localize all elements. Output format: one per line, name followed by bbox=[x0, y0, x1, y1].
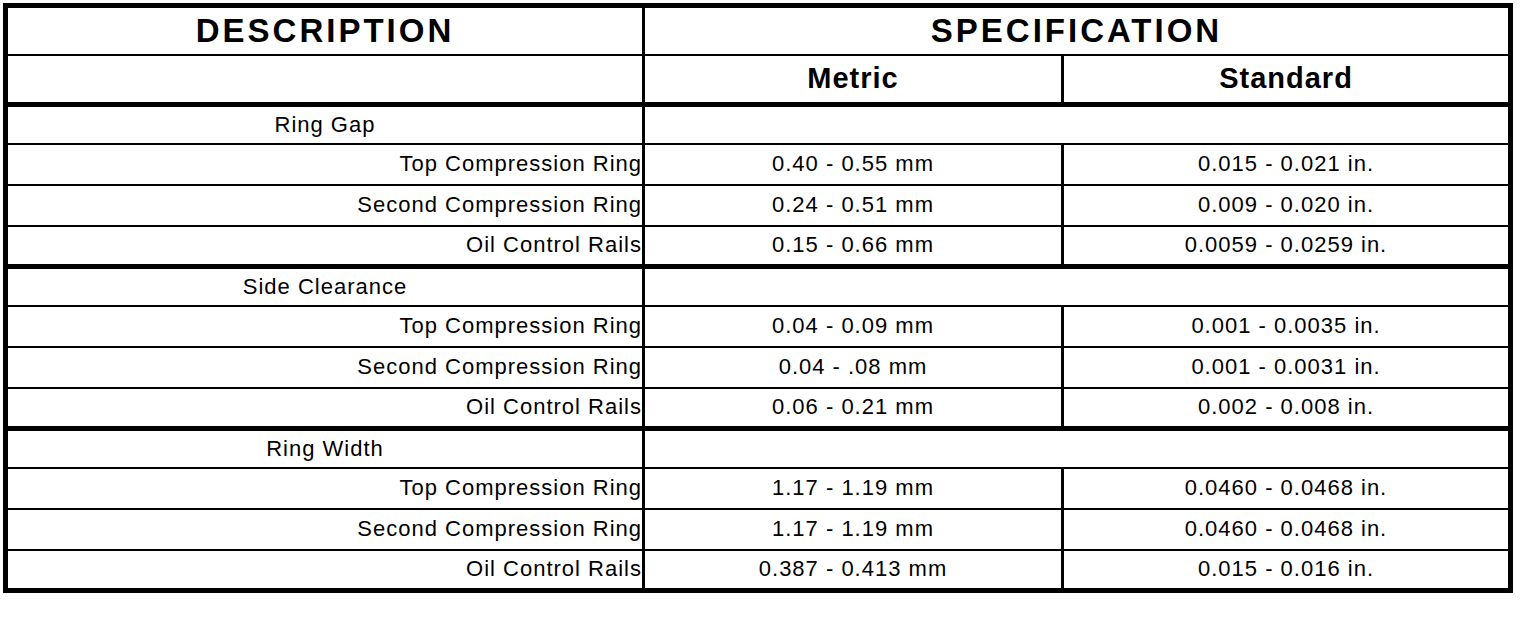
metric-value: 0.04 - 0.09 mm bbox=[644, 306, 1063, 347]
metric-value: 0.15 - 0.66 mm bbox=[644, 226, 1063, 267]
row-label: Oil Control Rails bbox=[6, 226, 644, 267]
description-subheader-blank-cell bbox=[6, 55, 644, 105]
section-header-row: Ring Width bbox=[6, 429, 1511, 468]
row-label: Top Compression Ring bbox=[6, 468, 644, 509]
metric-column-header: Metric bbox=[644, 55, 1063, 105]
document-sheet: DESCRIPTION SPECIFICATION Metric Standar… bbox=[3, 3, 1513, 593]
metric-value: 1.17 - 1.19 mm bbox=[644, 468, 1063, 509]
specification-table: DESCRIPTION SPECIFICATION Metric Standar… bbox=[3, 3, 1513, 593]
standard-value: 0.001 - 0.0031 in. bbox=[1063, 347, 1511, 388]
section-blank-cell bbox=[644, 429, 1511, 468]
specification-column-header: SPECIFICATION bbox=[644, 6, 1511, 55]
metric-value: 0.387 - 0.413 mm bbox=[644, 550, 1063, 591]
section-header-row: Side Clearance bbox=[6, 267, 1511, 306]
table-row: Second Compression Ring0.24 - 0.51 mm0.0… bbox=[6, 185, 1511, 226]
metric-value: 1.17 - 1.19 mm bbox=[644, 509, 1063, 550]
table-row: Top Compression Ring1.17 - 1.19 mm0.0460… bbox=[6, 468, 1511, 509]
section-header-row: Ring Gap bbox=[6, 105, 1511, 144]
spec-table-body: Ring GapTop Compression Ring0.40 - 0.55 … bbox=[6, 105, 1511, 591]
sub-header-row: Metric Standard bbox=[6, 55, 1511, 105]
description-column-header: DESCRIPTION bbox=[6, 6, 644, 55]
table-row: Oil Control Rails0.387 - 0.413 mm0.015 -… bbox=[6, 550, 1511, 591]
standard-value: 0.002 - 0.008 in. bbox=[1063, 388, 1511, 429]
standard-value: 0.0460 - 0.0468 in. bbox=[1063, 509, 1511, 550]
standard-value: 0.015 - 0.021 in. bbox=[1063, 144, 1511, 185]
standard-value: 0.015 - 0.016 in. bbox=[1063, 550, 1511, 591]
row-label: Second Compression Ring bbox=[6, 347, 644, 388]
section-blank-cell bbox=[644, 267, 1511, 306]
standard-value: 0.0059 - 0.0259 in. bbox=[1063, 226, 1511, 267]
page: { "table": { "columns": { "description":… bbox=[0, 0, 1520, 628]
standard-value: 0.009 - 0.020 in. bbox=[1063, 185, 1511, 226]
row-label: Top Compression Ring bbox=[6, 306, 644, 347]
metric-value: 0.06 - 0.21 mm bbox=[644, 388, 1063, 429]
main-header-row: DESCRIPTION SPECIFICATION bbox=[6, 6, 1511, 55]
row-label: Oil Control Rails bbox=[6, 388, 644, 429]
metric-value: 0.24 - 0.51 mm bbox=[644, 185, 1063, 226]
table-row: Oil Control Rails0.15 - 0.66 mm0.0059 - … bbox=[6, 226, 1511, 267]
table-row: Top Compression Ring0.04 - 0.09 mm0.001 … bbox=[6, 306, 1511, 347]
metric-value: 0.40 - 0.55 mm bbox=[644, 144, 1063, 185]
table-row: Oil Control Rails0.06 - 0.21 mm0.002 - 0… bbox=[6, 388, 1511, 429]
section-blank-cell bbox=[644, 105, 1511, 144]
table-row: Second Compression Ring0.04 - .08 mm0.00… bbox=[6, 347, 1511, 388]
table-row: Top Compression Ring0.40 - 0.55 mm0.015 … bbox=[6, 144, 1511, 185]
row-label: Oil Control Rails bbox=[6, 550, 644, 591]
row-label: Second Compression Ring bbox=[6, 185, 644, 226]
section-name: Ring Gap bbox=[6, 105, 644, 144]
standard-value: 0.0460 - 0.0468 in. bbox=[1063, 468, 1511, 509]
standard-value: 0.001 - 0.0035 in. bbox=[1063, 306, 1511, 347]
standard-column-header: Standard bbox=[1063, 55, 1511, 105]
table-row: Second Compression Ring1.17 - 1.19 mm0.0… bbox=[6, 509, 1511, 550]
row-label: Top Compression Ring bbox=[6, 144, 644, 185]
section-name: Ring Width bbox=[6, 429, 644, 468]
row-label: Second Compression Ring bbox=[6, 509, 644, 550]
metric-value: 0.04 - .08 mm bbox=[644, 347, 1063, 388]
section-name: Side Clearance bbox=[6, 267, 644, 306]
